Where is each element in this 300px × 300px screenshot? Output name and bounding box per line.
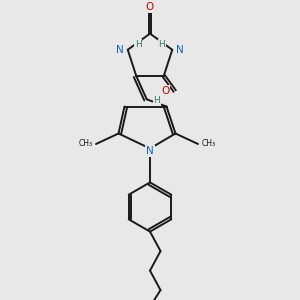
Text: N: N xyxy=(146,146,154,156)
Text: H: H xyxy=(153,96,160,105)
Text: N: N xyxy=(176,45,184,55)
Text: O: O xyxy=(146,2,154,12)
Text: CH₃: CH₃ xyxy=(78,140,92,148)
Text: CH₃: CH₃ xyxy=(202,140,216,148)
Text: H: H xyxy=(158,40,165,49)
Text: H: H xyxy=(135,40,142,49)
Text: O: O xyxy=(161,86,169,96)
Text: N: N xyxy=(116,45,124,55)
